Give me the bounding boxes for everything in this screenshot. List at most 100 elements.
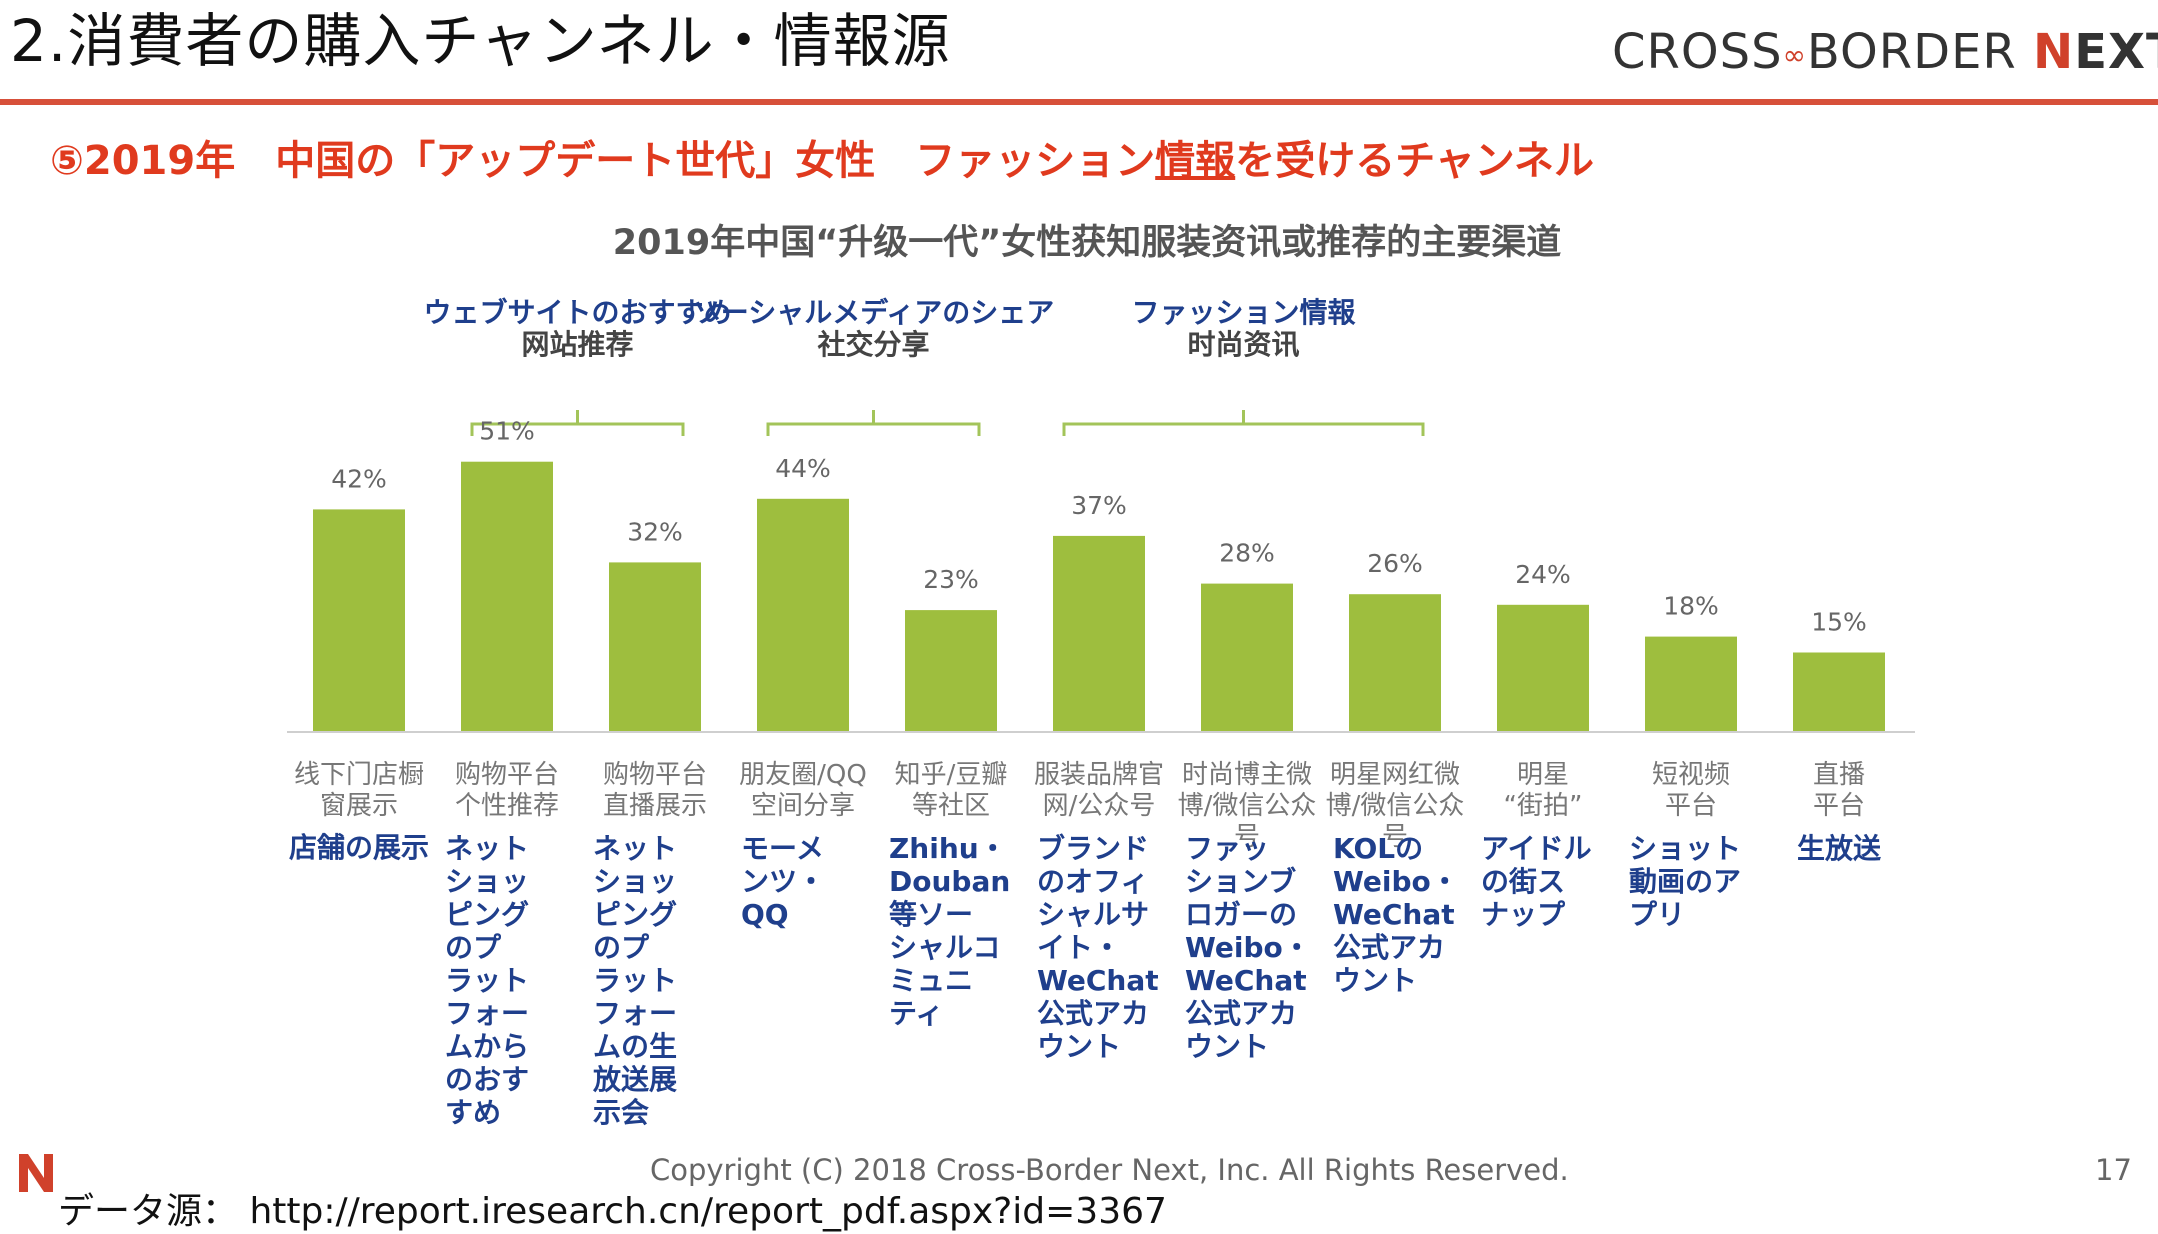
translation-label: Weibo・ xyxy=(1333,865,1459,898)
category-label: 博/微信公众 xyxy=(1326,791,1465,821)
bar xyxy=(609,562,701,732)
header-divider xyxy=(0,99,2158,105)
translation-label: 店舗の展示 xyxy=(289,831,429,864)
translation-label: ピング xyxy=(445,898,529,931)
group-label-ja: ソーシャルメディアのシェア xyxy=(693,296,1054,329)
bar xyxy=(1497,604,1589,732)
translation-label: プリ xyxy=(1629,898,1685,931)
group-label-ja: ウェブサイトのおすすめ xyxy=(423,296,731,329)
source-line: データ源： http://report.iresearch.cn/report_… xyxy=(58,1191,1167,1232)
category-label: 购物平台 xyxy=(603,760,707,790)
translation-label: ファッ xyxy=(1185,832,1269,865)
translation-label: のオフィ xyxy=(1037,865,1148,898)
translation-label: 公式アカ xyxy=(1333,931,1445,964)
category-label: 购物平台 xyxy=(455,760,559,790)
translation-label: ラット xyxy=(593,964,677,997)
category-label: 平台 xyxy=(1665,791,1717,821)
category-label: 号 xyxy=(1234,822,1260,852)
translation-label: のプ xyxy=(445,931,502,964)
translation-label: のおす xyxy=(445,1063,529,1096)
translation-label: 示会 xyxy=(593,1096,649,1129)
bar-value-label: 26% xyxy=(1367,549,1423,578)
translation-label: の街ス xyxy=(1481,865,1565,898)
brand-logo: CROSS∞BORDER NEXT xyxy=(1612,24,2158,80)
slide-subtitle: ⑤2019年 中国の「アップデート世代」女性 ファッション情報を受けるチャンネル xyxy=(50,138,1595,184)
category-label: 博/微信公众 xyxy=(1178,791,1317,821)
translation-label: Douban xyxy=(889,865,1010,898)
translation-label: 放送展 xyxy=(592,1063,677,1096)
bar-value-label: 44% xyxy=(775,454,831,483)
group-label-zh: 网站推荐 xyxy=(521,328,633,361)
translation-label: 公式アカ xyxy=(1185,997,1297,1030)
bar-value-label: 15% xyxy=(1811,608,1867,637)
group-bracket xyxy=(1062,410,1425,436)
translation-label: ティ xyxy=(889,997,943,1030)
bar xyxy=(1793,652,1885,732)
translation-label: フォー xyxy=(593,997,677,1030)
translation-label: ピング xyxy=(593,898,677,931)
category-label: 空间分享 xyxy=(751,791,855,821)
category-label: 短视频 xyxy=(1652,760,1730,790)
category-label: 知乎/豆瓣 xyxy=(895,760,1008,790)
category-label: 等社区 xyxy=(912,791,990,821)
bar xyxy=(313,509,405,732)
group-bracket xyxy=(766,410,981,436)
translation-label: QQ xyxy=(741,898,789,931)
bar-value-label: 51% xyxy=(479,417,535,446)
translation-label: 生放送 xyxy=(1797,832,1881,865)
category-label: 时尚博主微 xyxy=(1182,760,1312,790)
category-label: 服装品牌官 xyxy=(1034,760,1164,790)
bar-chart: 2019年中国“升级一代”女性获知服装资讯或推荐的主要渠道 ウェブサイトのおすす… xyxy=(287,222,1915,1129)
translation-label: ネット xyxy=(445,832,529,865)
translation-label: シャルサ xyxy=(1037,898,1149,931)
translation-label: WeChat xyxy=(1037,964,1159,997)
page-title: 2.消費者の購入チャンネル・情報源 xyxy=(10,7,951,75)
translation-label: Zhihu・ xyxy=(889,832,1007,865)
translation-label: ウント xyxy=(1037,1030,1121,1063)
bar-value-label: 24% xyxy=(1515,560,1571,589)
bar xyxy=(461,461,553,732)
translation-label: ナップ xyxy=(1481,898,1566,931)
translation-label: ウント xyxy=(1185,1030,1269,1063)
category-label: 网/公众号 xyxy=(1043,791,1156,821)
translation-label: アイドル xyxy=(1481,832,1592,865)
copyright-text: Copyright (C) 2018 Cross-Border Next, In… xyxy=(650,1153,1569,1187)
translation-label: ウント xyxy=(1333,964,1417,997)
category-label: 直播 xyxy=(1813,760,1865,790)
category-label: 朋友圈/QQ xyxy=(739,760,867,790)
bar xyxy=(1053,535,1145,732)
translation-label: フォー xyxy=(445,997,529,1030)
group-label-zh: 社交分享 xyxy=(817,328,929,361)
bar xyxy=(757,498,849,732)
page-number: 17 xyxy=(2095,1153,2132,1187)
translation-label: WeChat xyxy=(1185,964,1307,997)
translation-label: のプ xyxy=(593,931,650,964)
bar xyxy=(905,610,997,732)
category-label: 窗展示 xyxy=(320,791,398,821)
translation-label: 等ソー xyxy=(889,898,973,931)
bar xyxy=(1349,594,1441,732)
group-bracket xyxy=(470,410,685,436)
bar xyxy=(1645,636,1737,732)
category-label: 号 xyxy=(1382,822,1408,852)
group-label-zh: 时尚资讯 xyxy=(1187,328,1299,361)
next-logo-icon xyxy=(19,1154,53,1192)
bar-value-label: 23% xyxy=(923,565,979,594)
translation-label: ラット xyxy=(445,964,529,997)
translation-label: シャルコ xyxy=(889,931,1000,964)
translation-label: すめ xyxy=(445,1096,501,1129)
category-label: 明星网红微 xyxy=(1330,760,1460,790)
bar-value-label: 32% xyxy=(627,517,683,546)
translation-label: ションブ xyxy=(1185,865,1296,898)
translation-label: モーメ xyxy=(741,832,824,865)
translation-label: WeChat xyxy=(1333,898,1455,931)
translation-label: ンツ・ xyxy=(741,865,825,898)
translation-label: ショット xyxy=(1629,832,1741,865)
bar-value-label: 37% xyxy=(1071,491,1127,520)
group-label-ja: ファッション情報 xyxy=(1131,296,1356,329)
translation-label: ロガーの xyxy=(1185,898,1297,931)
translation-label: ミュニ xyxy=(889,964,973,997)
bar-value-label: 18% xyxy=(1663,592,1719,621)
translation-label: ムの生 xyxy=(593,1030,677,1063)
category-label: 明星 xyxy=(1517,760,1569,790)
